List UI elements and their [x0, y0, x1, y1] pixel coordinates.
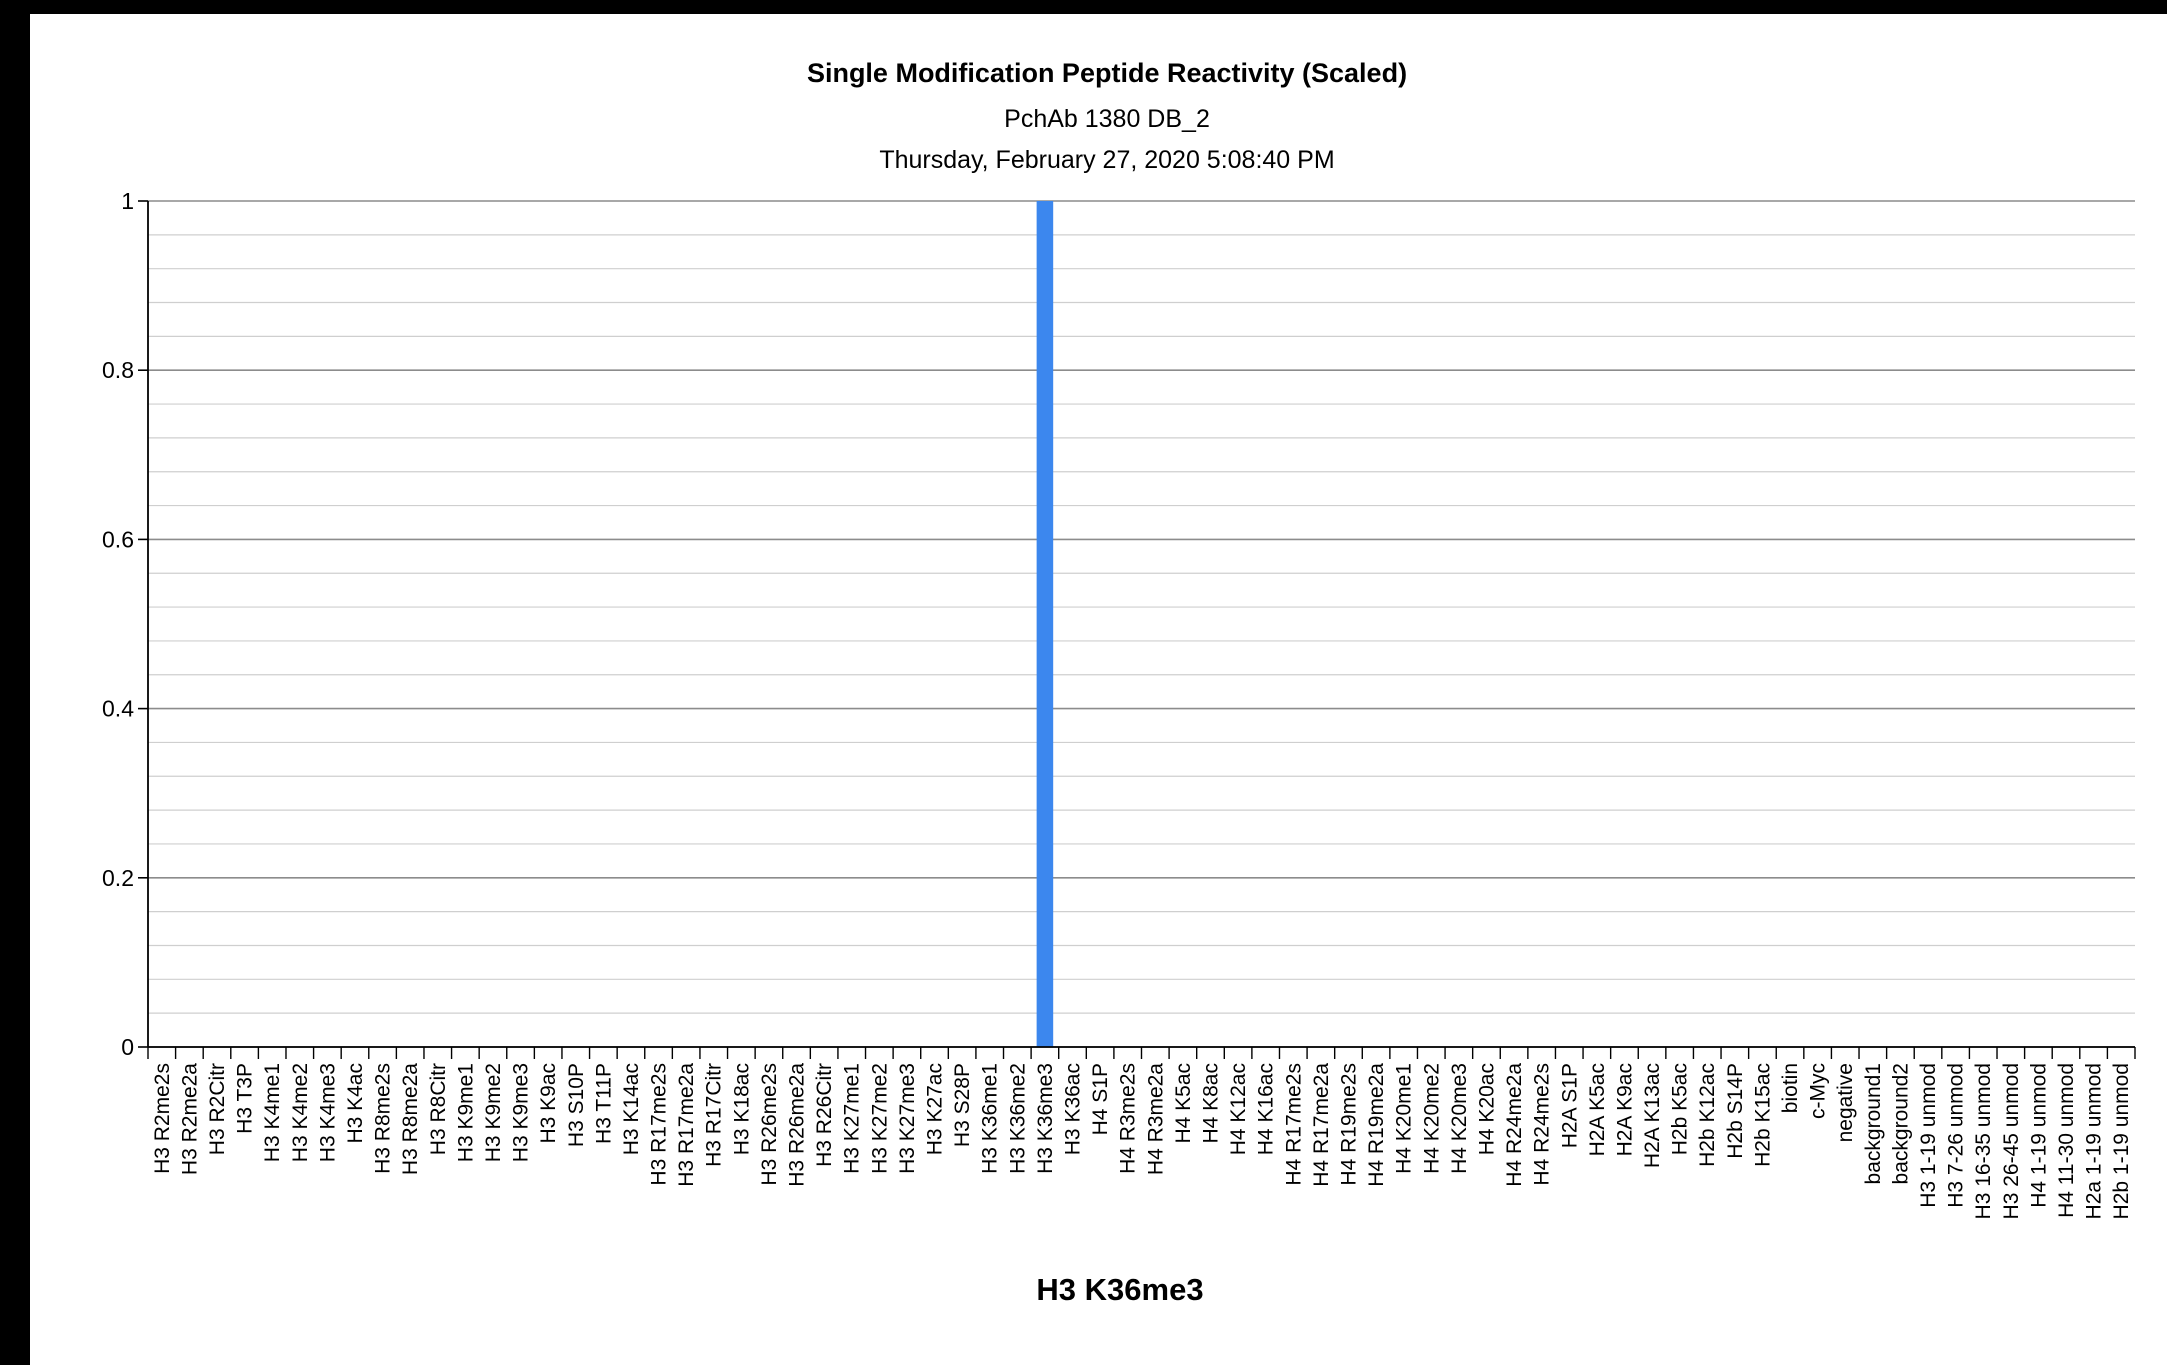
x-category-label: H3 T3P	[234, 1063, 257, 1134]
chart-subtitle: PchAb 1380 DB_2	[1004, 105, 1210, 133]
chart-timestamp: Thursday, February 27, 2020 5:08:40 PM	[879, 146, 1334, 174]
x-category-label: H3 S10P	[565, 1063, 588, 1147]
x-category-label: H4 K20me3	[1448, 1063, 1471, 1174]
x-category-label: background1	[1862, 1063, 1885, 1184]
x-category-label: H3 K4me1	[261, 1063, 284, 1162]
x-category-label: H4 K20ac	[1475, 1063, 1498, 1155]
x-category-label: H2b K5ac	[1669, 1063, 1692, 1155]
x-category-label: H3 16-35 unmod	[1972, 1063, 1995, 1219]
x-category-label: negative	[1834, 1063, 1857, 1142]
x-category-label: H4 R3me2a	[1144, 1063, 1167, 1175]
x-category-label: H3 K14ac	[620, 1063, 643, 1155]
x-category-label: H2b 1-19 unmod	[2110, 1063, 2133, 1219]
x-category-label: H3 R26me2a	[786, 1063, 809, 1187]
x-category-label: H3 R26me2s	[758, 1063, 781, 1186]
x-category-label: H3 K9me1	[454, 1063, 477, 1162]
x-category-label: H3 K27me1	[841, 1063, 864, 1174]
x-category-label: H3 R17me2s	[648, 1063, 671, 1186]
x-category-label: H2b K15ac	[1751, 1063, 1774, 1167]
x-category-label: H4 S1P	[1089, 1063, 1112, 1135]
x-category-label: H3 R17Citr	[703, 1063, 726, 1167]
x-category-label: H4 R24me2a	[1503, 1063, 1526, 1187]
x-category-label: H3 K27ac	[924, 1063, 947, 1155]
x-axis-label: H3 K36me3	[1036, 1272, 1203, 1307]
bars	[1036, 201, 1054, 1047]
x-category-label: c-Myc	[1807, 1063, 1830, 1119]
x-category-label: H4 R3me2s	[1117, 1063, 1140, 1174]
x-category-label: H4 R19me2s	[1337, 1063, 1360, 1186]
x-category-label: H3 26-45 unmod	[2000, 1063, 2023, 1219]
x-category-label: H3 K27me3	[896, 1063, 919, 1174]
x-category-label: H2b S14P	[1724, 1063, 1747, 1159]
x-category-label: H2a 1-19 unmod	[2083, 1063, 2106, 1219]
x-category-label: H3 K18ac	[730, 1063, 753, 1155]
x-category-label: H3 K4me3	[316, 1063, 339, 1162]
x-axis-ticks: H3 R2me2s H3 R2me2a H3 R2Citr H3 T3P H3 K4me…	[147, 1047, 2136, 1219]
x-category-label: H3 T11P	[592, 1063, 615, 1144]
x-category-label: H4 R19me2a	[1365, 1063, 1388, 1187]
x-category-label: H4 R17me2s	[1282, 1063, 1305, 1186]
x-category-label: H2b K12ac	[1696, 1063, 1719, 1167]
x-category-label: H4 K8ac	[1199, 1063, 1222, 1144]
y-axis-ticks: 0 0.2 0.4 0.6 0.8 1	[102, 188, 148, 1060]
x-category-label: H4 11-30 unmod	[2055, 1063, 2078, 1218]
y-tick-label: 0.8	[102, 357, 134, 383]
x-category-label: H4 K16ac	[1255, 1063, 1278, 1155]
bar	[1036, 201, 1054, 1047]
x-category-label: H3 R26Citr	[813, 1063, 836, 1167]
x-category-label: H3 R2Citr	[206, 1063, 229, 1155]
y-tick-label: 1	[121, 188, 134, 214]
y-tick-label: 0.6	[102, 526, 134, 552]
x-category-label: H2A K9ac	[1613, 1063, 1636, 1156]
x-category-label: H3 1-19 unmod	[1917, 1063, 1940, 1208]
x-category-label: H2A S1P	[1558, 1063, 1581, 1148]
x-category-label: H4 K20me1	[1393, 1063, 1416, 1174]
x-category-label: H3 R8me2a	[399, 1063, 422, 1175]
x-category-label: H3 K9ac	[537, 1063, 560, 1144]
x-category-label: H3 R17me2a	[675, 1063, 698, 1187]
x-category-label: H4 1-19 unmod	[2027, 1063, 2050, 1208]
x-category-label: H3 S28P	[951, 1063, 974, 1147]
x-category-label: H3 K4me2	[289, 1063, 312, 1162]
x-category-label: biotin	[1779, 1063, 1802, 1113]
axes	[147, 201, 2135, 1048]
x-category-label: H4 K5ac	[1172, 1063, 1195, 1144]
x-category-label: H3 K4ac	[344, 1063, 367, 1144]
x-category-label: H2A K5ac	[1586, 1063, 1609, 1156]
x-category-label: H4 K12ac	[1227, 1063, 1250, 1155]
x-category-label: H3 R2me2s	[151, 1063, 174, 1174]
gridlines	[148, 200, 2135, 1048]
x-category-label: H3 R8Citr	[427, 1063, 450, 1155]
x-category-label: H4 K20me2	[1420, 1063, 1443, 1174]
x-category-label: H4 R24me2s	[1531, 1063, 1554, 1186]
x-category-label: H3 K36me1	[979, 1063, 1002, 1174]
y-tick-label: 0	[121, 1034, 134, 1060]
x-category-label: H3 K36ac	[1062, 1063, 1085, 1155]
x-category-label: H3 R8me2s	[372, 1063, 395, 1174]
y-tick-label: 0.2	[102, 865, 134, 891]
x-category-label: H3 K9me3	[510, 1063, 533, 1162]
x-category-label: H3 K36me2	[1006, 1063, 1029, 1174]
chart-title: Single Modification Peptide Reactivity (…	[807, 58, 1407, 88]
x-category-label: H4 R17me2a	[1310, 1063, 1333, 1187]
x-category-label: H3 7-26 unmod	[1945, 1063, 1968, 1208]
x-category-label: H3 K9me2	[482, 1063, 505, 1162]
x-category-label: H2A K13ac	[1641, 1063, 1664, 1168]
x-category-label: H3 R2me2a	[178, 1063, 201, 1175]
x-category-label: H3 K36me3	[1034, 1063, 1057, 1174]
x-category-label: H3 K27me2	[868, 1063, 891, 1174]
y-tick-label: 0.4	[102, 696, 134, 722]
x-category-label: background2	[1889, 1063, 1912, 1184]
